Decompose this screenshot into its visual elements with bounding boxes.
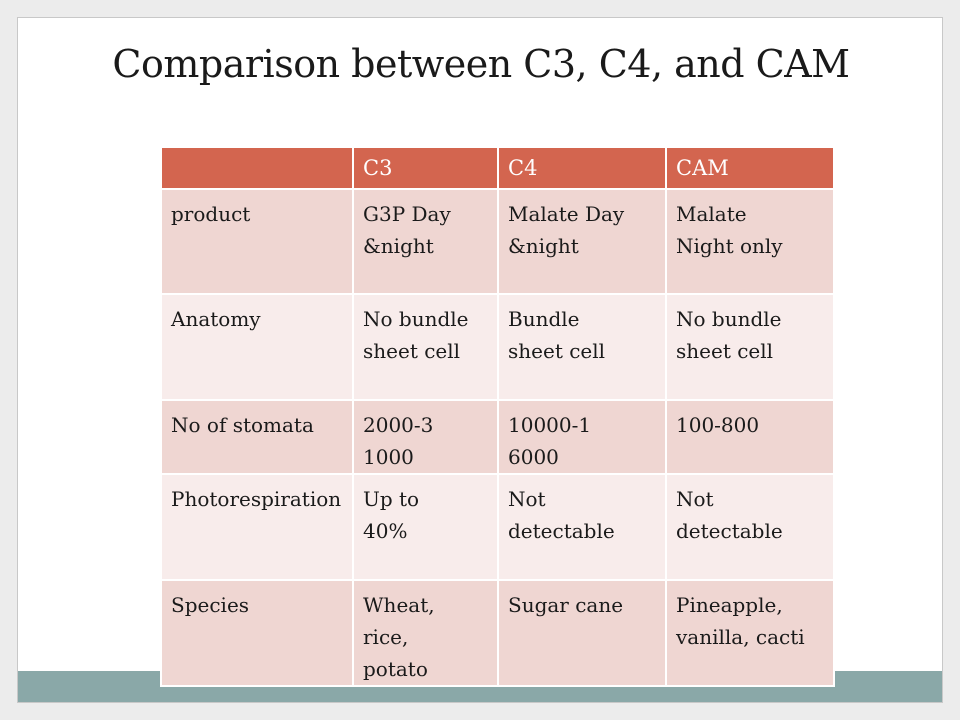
comparison-table: C3 C4 CAM product G3P Day &night Malate … (160, 146, 835, 687)
slide: Comparison between C3, C4, and CAM C3 C4… (17, 17, 943, 703)
cell-c3: Up to 40% (352, 473, 499, 581)
cell-cam: Malate Night only (665, 188, 835, 295)
table-row-photorespiration: Photorespiration Up to 40% Not detectabl… (160, 473, 835, 581)
cell-c4-text: 10000-16000 (508, 413, 592, 469)
row-label: No of stomata (160, 399, 354, 475)
cell-cam-text: Pineapple, vanilla, cacti (676, 593, 805, 649)
cell-c3-text: Wheat, rice, potato (363, 593, 435, 681)
cell-c3: 2000-31000 (352, 399, 499, 475)
cell-cam: 100-800 (665, 399, 835, 475)
cell-cam-text: Not detectable (676, 487, 783, 543)
cell-cam: Not detectable (665, 473, 835, 581)
cell-c3: G3P Day &night (352, 188, 499, 295)
header-cell-c3: C3 (352, 146, 499, 190)
slide-title: Comparison between C3, C4, and CAM (112, 42, 850, 86)
row-label: Species (160, 579, 354, 687)
header-cell-cam: CAM (665, 146, 835, 190)
cell-c3-text: 2000-31000 (363, 413, 434, 469)
cell-c4: Bundle sheet cell (497, 293, 667, 401)
row-label-text: Photorespiration (171, 487, 342, 511)
cell-cam-text: Malate Night only (676, 202, 783, 258)
cell-c4: Malate Day &night (497, 188, 667, 295)
cell-c3-text: Up to 40% (363, 487, 420, 543)
row-label: Photorespiration (160, 473, 354, 581)
cell-c4: Not detectable (497, 473, 667, 581)
table-row-product: product G3P Day &night Malate Day &night… (160, 188, 835, 295)
cell-c4: Sugar cane (497, 579, 667, 687)
cell-cam: Pineapple, vanilla, cacti (665, 579, 835, 687)
row-label: Anatomy (160, 293, 354, 401)
header-cell-c4: C4 (497, 146, 667, 190)
header-cell-empty (160, 146, 354, 190)
table-header-row: C3 C4 CAM (160, 146, 835, 190)
cell-cam: No bundle sheet cell (665, 293, 835, 401)
table-row-anatomy: Anatomy No bundle sheet cell Bundle shee… (160, 293, 835, 401)
cell-c3-text: G3P Day &night (363, 202, 451, 258)
cell-c3: No bundle sheet cell (352, 293, 499, 401)
table-row-species: Species Wheat, rice, potato Sugar cane P… (160, 579, 835, 687)
cell-c3: Wheat, rice, potato (352, 579, 499, 687)
row-label: product (160, 188, 354, 295)
cell-c4-text: Bundle sheet cell (508, 307, 606, 363)
table-row-stomata: No of stomata 2000-31000 10000-16000 100… (160, 399, 835, 475)
cell-c4: 10000-16000 (497, 399, 667, 475)
cell-c4-text: Not detectable (508, 487, 615, 543)
